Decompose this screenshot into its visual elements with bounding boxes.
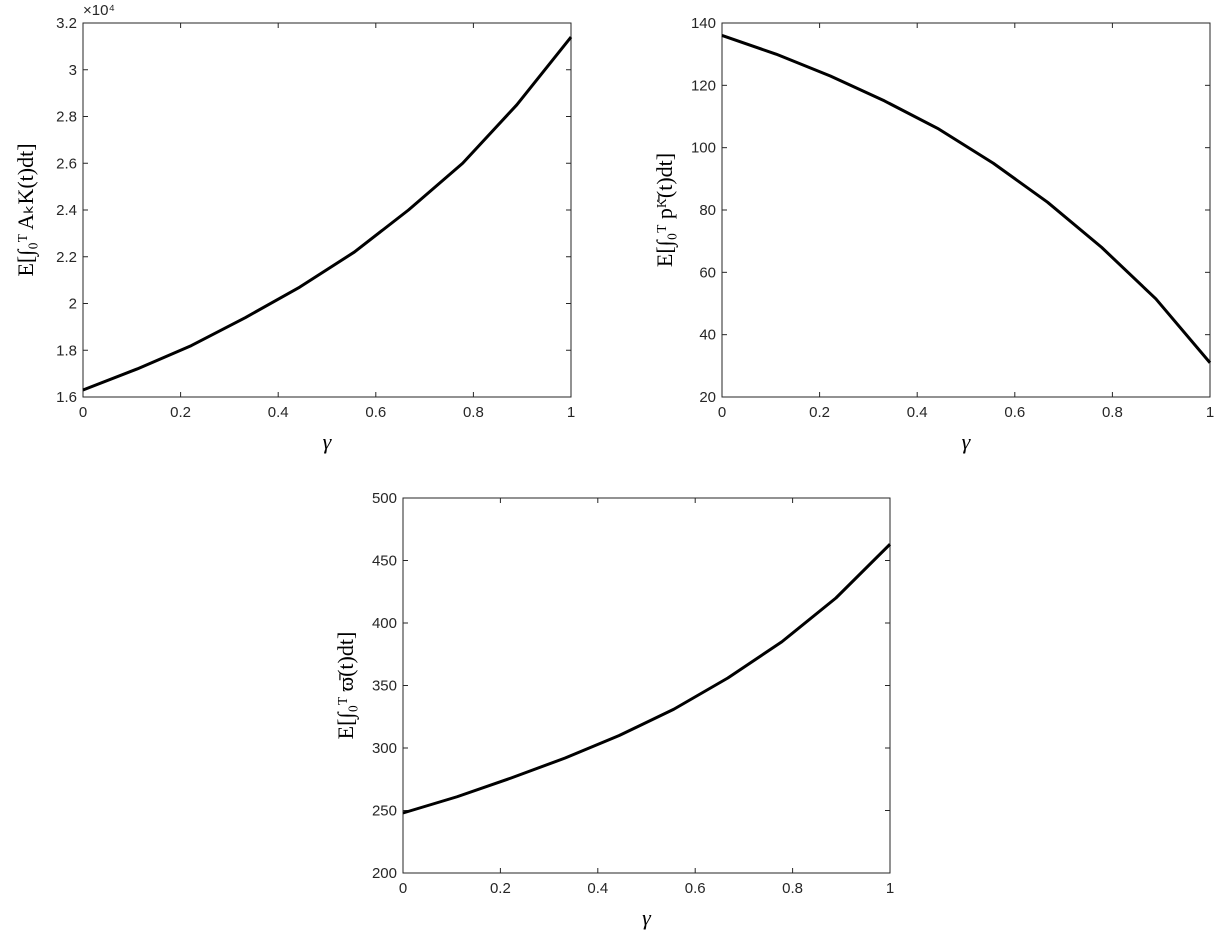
y-axis-label: E[∫₀ᵀ ϖ̄(t)dt] [333, 632, 359, 740]
y-tick-label: 140 [691, 15, 716, 32]
y-tick-label: 400 [372, 615, 397, 632]
y-tick-label: 2.6 [56, 155, 77, 172]
y-tick-label: 3.2 [56, 15, 77, 32]
data-line [402, 543, 892, 815]
y-tick-label: 20 [699, 389, 716, 406]
y-tick-label: 60 [699, 264, 716, 281]
x-tick-label: 1 [1206, 404, 1214, 421]
y-tick-label: 500 [372, 490, 397, 507]
x-tick-label: 0.4 [268, 404, 289, 421]
x-tick-label: 0.8 [1102, 404, 1123, 421]
y-tick-label: 40 [699, 327, 716, 344]
y-axis-label: E[∫₀ᵀ pᴷ̄(t)dt] [652, 153, 678, 267]
x-tick-label: 0.2 [490, 880, 511, 897]
y-tick-label: 450 [372, 553, 397, 570]
x-tick-label: 0.8 [463, 404, 484, 421]
x-axis-label: γ [962, 429, 972, 454]
x-tick-label: 0.6 [685, 880, 706, 897]
x-axis-label: γ [323, 429, 333, 454]
x-tick-label: 1 [886, 880, 894, 897]
y-exponent: ×10⁴ [83, 2, 115, 19]
x-axis-label: γ [642, 905, 652, 930]
data-line [721, 34, 1212, 364]
y-tick-label: 200 [372, 865, 397, 882]
y-tick-label: 2 [69, 296, 77, 313]
y-axis-label: E[∫₀ᵀ AₖK(t)dt] [13, 143, 39, 276]
y-tick-label: 1.8 [56, 342, 77, 359]
axes-box [82, 22, 572, 398]
axes-box [402, 497, 891, 874]
y-tick-label: 300 [372, 740, 397, 757]
y-tick-label: 1.6 [56, 389, 77, 406]
x-tick-label: 0.2 [809, 404, 830, 421]
x-tick-label: 0.2 [170, 404, 191, 421]
y-tick-label: 2.4 [56, 202, 77, 219]
y-tick-label: 100 [691, 140, 716, 157]
y-tick-label: 120 [691, 77, 716, 94]
x-tick-label: 0 [79, 404, 87, 421]
y-tick-label: 2.8 [56, 109, 77, 126]
x-tick-label: 0.4 [587, 880, 608, 897]
x-tick-label: 0.8 [782, 880, 803, 897]
x-tick-label: 1 [567, 404, 575, 421]
x-tick-label: 0.4 [907, 404, 928, 421]
x-tick-label: 0.6 [1004, 404, 1025, 421]
x-tick-label: 0.6 [365, 404, 386, 421]
data-line [82, 36, 573, 392]
y-tick-label: 250 [372, 803, 397, 820]
y-tick-label: 350 [372, 678, 397, 695]
y-tick-label: 2.2 [56, 249, 77, 266]
y-tick-label: 3 [69, 62, 77, 79]
x-tick-label: 0 [399, 880, 407, 897]
axes-box [721, 22, 1211, 398]
y-tick-label: 80 [699, 202, 716, 219]
x-tick-label: 0 [718, 404, 726, 421]
